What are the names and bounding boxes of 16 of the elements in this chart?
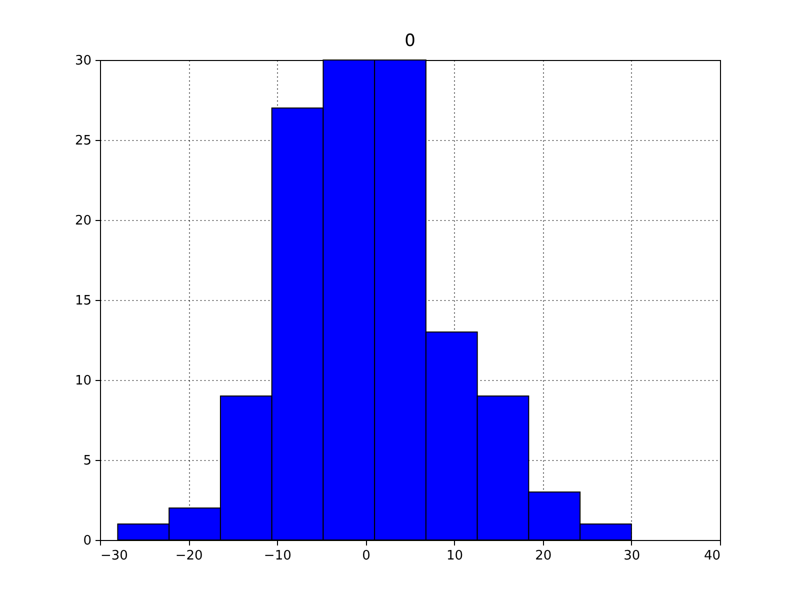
y-tick-label: 0 <box>83 534 92 548</box>
y-tick-label: 5 <box>83 454 92 468</box>
y-tick-label: 20 <box>74 214 92 228</box>
y-tick-label: 10 <box>74 374 92 388</box>
y-tick-label: 30 <box>74 54 92 68</box>
chart-title: 0 <box>404 31 416 51</box>
x-tick-label: 40 <box>704 548 720 564</box>
x-tick-label: −10 <box>264 548 292 564</box>
x-tick-label: 10 <box>446 548 464 564</box>
x-tick-label: −30 <box>100 548 128 564</box>
y-tick-label: 25 <box>74 134 92 148</box>
x-tick-label: 30 <box>624 548 640 564</box>
x-tick-label: −20 <box>175 548 203 564</box>
x-tick-label: 0 <box>362 548 370 564</box>
y-tick-label: 15 <box>74 294 92 308</box>
x-tick-label: 20 <box>535 548 552 564</box>
